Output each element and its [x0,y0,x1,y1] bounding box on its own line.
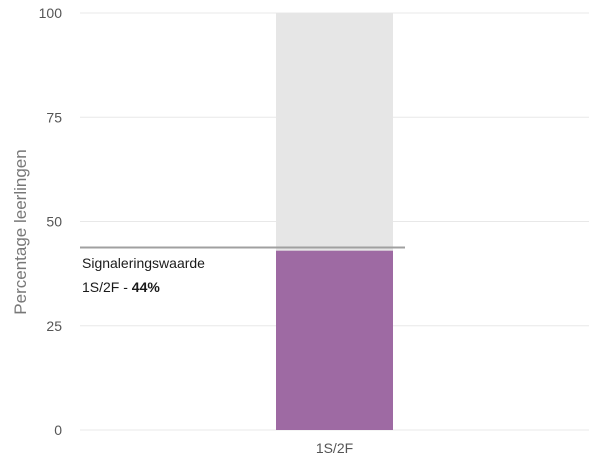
x-tick-label: 1S/2F [316,440,353,456]
y-tick-label: 25 [46,318,62,334]
bar [276,250,393,430]
threshold-percentage: 44% [132,279,161,295]
y-tick-label: 50 [46,214,62,230]
y-axis-label: Percentage leerlingen [11,149,30,314]
y-axis-ticks: 0 25 50 75 100 [39,5,63,438]
x-axis-ticks: 1S/2F [316,440,353,456]
threshold-category: 1S/2F - [82,279,132,295]
threshold-value-label: 1S/2F - 44% [82,279,160,295]
y-tick-label: 100 [39,5,63,21]
y-tick-label: 0 [54,422,62,438]
bars [276,13,393,430]
y-tick-label: 75 [46,109,62,125]
threshold-label: Signaleringswaarde [82,255,205,271]
